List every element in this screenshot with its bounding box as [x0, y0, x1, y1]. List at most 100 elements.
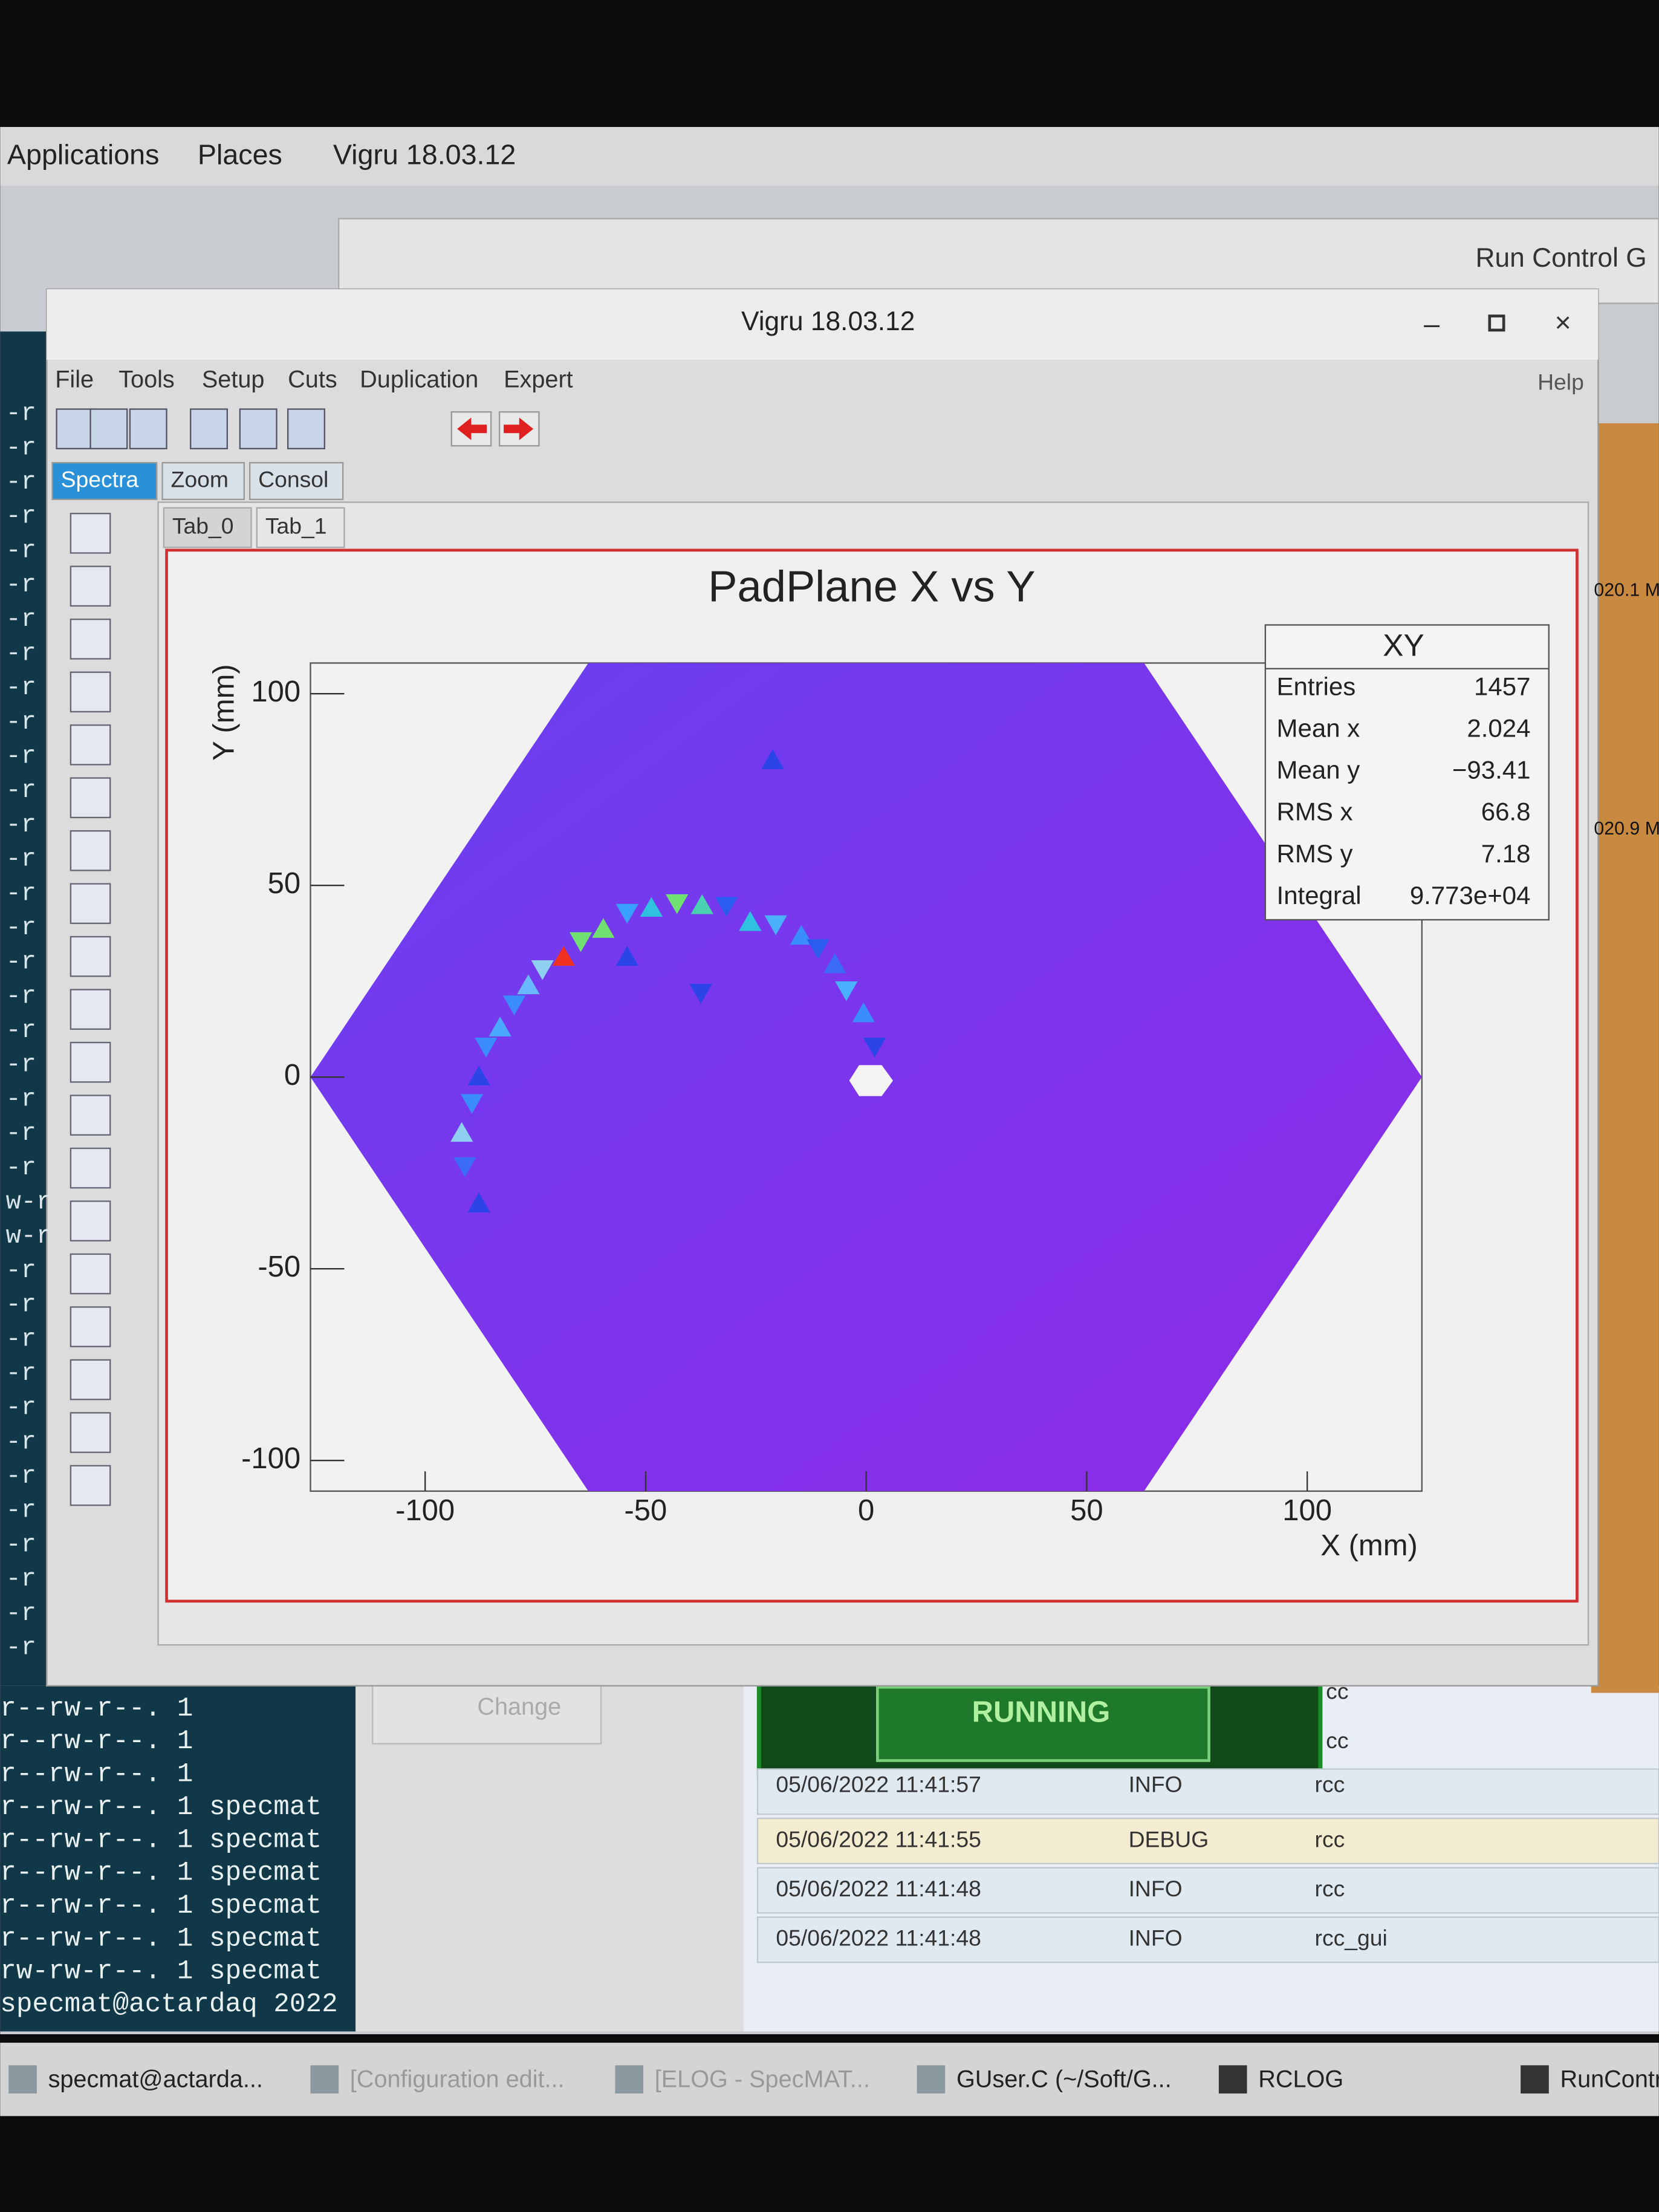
menu-item[interactable]: Cuts: [288, 366, 337, 392]
stats-name: RMS y: [1277, 839, 1353, 868]
tool-icon[interactable]: [70, 513, 111, 554]
close-button[interactable]: ×: [1554, 307, 1571, 338]
y-tick-label: 0: [284, 1059, 300, 1091]
stats-name: Entries: [1277, 672, 1356, 701]
tool-icon[interactable]: [70, 671, 111, 713]
log-cell: INFO: [1129, 1876, 1183, 1901]
pad-hit: [467, 1192, 490, 1212]
menu-item[interactable]: Duplication: [360, 366, 478, 392]
tool-icon[interactable]: [70, 724, 111, 766]
stats-box: [1264, 624, 1550, 921]
minimize-button[interactable]: –: [1424, 308, 1440, 339]
tool-icon[interactable]: [70, 1041, 111, 1083]
terminal-fragment: w-r: [6, 1187, 52, 1216]
pad-hit: [823, 953, 846, 974]
terminal-fragment: -r: [6, 1359, 36, 1388]
x-tick-label: 0: [858, 1494, 874, 1527]
subtab-label[interactable]: Tab_1: [265, 513, 327, 538]
tool-icon[interactable]: [70, 1147, 111, 1189]
menu-item[interactable]: Tools: [118, 366, 175, 392]
terminal-fragment: -r: [6, 913, 36, 942]
taskbar-item[interactable]: [ELOG - SpecMAT...: [655, 2066, 870, 2093]
toolbar-button[interactable]: [56, 408, 94, 450]
terminal-fragment: -r: [6, 845, 36, 874]
toolbar-button[interactable]: [190, 408, 229, 450]
subtab[interactable]: [256, 507, 345, 548]
toolbar-button[interactable]: [129, 408, 167, 450]
tab-label[interactable]: Zoom: [171, 466, 229, 492]
tool-icon[interactable]: [70, 1359, 111, 1400]
pad-hit: [450, 1122, 473, 1142]
pad-hit: [502, 995, 526, 1015]
stats-value: 2.024: [1467, 714, 1530, 743]
tab[interactable]: [249, 462, 344, 501]
terminal-fragment: -r: [6, 1290, 36, 1319]
log-cell: rcc: [1315, 1771, 1345, 1797]
tool-icon[interactable]: [70, 1253, 111, 1295]
tool-icon[interactable]: [70, 1412, 111, 1453]
taskbar-item[interactable]: specmat@actarda...: [48, 2066, 263, 2093]
desktop-menu-item[interactable]: Places: [198, 138, 282, 170]
desktop-menu-item[interactable]: Vigru 18.03.12: [333, 138, 516, 170]
taskbar-icon: [917, 2065, 946, 2094]
terminal-fragment: -r: [6, 948, 36, 977]
terminal-line: r--rw-r--. 1 specmat: [0, 1825, 322, 1855]
terminal-fragment: -r: [6, 1119, 36, 1148]
menu-item[interactable]: Expert: [504, 366, 573, 392]
terminal: [0, 1685, 356, 2032]
toolbar-button[interactable]: [89, 408, 128, 450]
terminal-fragment: -r: [6, 1633, 36, 1662]
tool-icon[interactable]: [70, 777, 111, 819]
tool-icon[interactable]: [70, 565, 111, 607]
taskbar-item[interactable]: RCLOG: [1258, 2066, 1343, 2093]
taskbar-icon: [310, 2065, 339, 2094]
top-bar: [0, 126, 1659, 186]
tab-label[interactable]: Consol: [258, 466, 328, 492]
y-tick-label: -100: [241, 1442, 300, 1475]
dead-pad: [849, 1065, 893, 1096]
tab[interactable]: [51, 462, 158, 501]
toolbar-button[interactable]: [239, 408, 278, 450]
menu-item[interactable]: Setup: [202, 366, 265, 392]
taskbar-icon: [1521, 2065, 1549, 2094]
terminal-fragment: -r: [6, 810, 36, 839]
stats-name: RMS x: [1277, 798, 1353, 826]
tool-icon[interactable]: [70, 1306, 111, 1347]
pad-hit: [807, 939, 830, 959]
tool-icon[interactable]: [70, 830, 111, 871]
tool-icon[interactable]: [70, 883, 111, 925]
pad-hit: [666, 894, 689, 914]
help-menu[interactable]: Help: [1537, 369, 1584, 394]
taskbar: [0, 2043, 1659, 2116]
terminal-fragment: -r: [6, 605, 36, 634]
taskbar-item[interactable]: RunContr: [1560, 2066, 1659, 2093]
pad-hit: [835, 981, 858, 1001]
tab-label[interactable]: Spectra: [61, 466, 139, 492]
terminal-fragment: -r: [6, 1016, 36, 1045]
pad-hit: [852, 1002, 875, 1023]
tool-icon[interactable]: [70, 618, 111, 660]
pad-hit: [690, 894, 713, 914]
tool-icon[interactable]: [70, 1200, 111, 1241]
desktop-menu-item[interactable]: Applications: [7, 138, 160, 170]
taskbar-item[interactable]: [Configuration edit...: [350, 2066, 565, 2093]
taskbar-item[interactable]: GUser.C (~/Soft/G...: [956, 2066, 1172, 2093]
terminal-line: r--rw-r--. 1 specmat: [0, 1891, 322, 1921]
terminal-line: r--rw-r--. 1: [0, 1726, 193, 1757]
subtab[interactable]: [163, 507, 252, 548]
change-label: Change: [477, 1694, 561, 1720]
tool-icon[interactable]: [70, 989, 111, 1030]
pad-hit: [764, 915, 787, 935]
log-row: [756, 1817, 1659, 1864]
tool-icon[interactable]: [70, 1465, 111, 1506]
toolbar-button[interactable]: [287, 408, 325, 450]
menu-item[interactable]: File: [55, 366, 94, 392]
tool-icon[interactable]: [70, 935, 111, 977]
tool-icon[interactable]: [70, 1095, 111, 1136]
tab[interactable]: [161, 462, 245, 501]
log-cell: INFO: [1129, 1771, 1183, 1797]
terminal-fragment: -r: [6, 639, 36, 668]
maximize-button[interactable]: [1488, 314, 1505, 332]
stats-name: Mean x: [1277, 714, 1360, 743]
subtab-label[interactable]: Tab_0: [172, 513, 234, 538]
